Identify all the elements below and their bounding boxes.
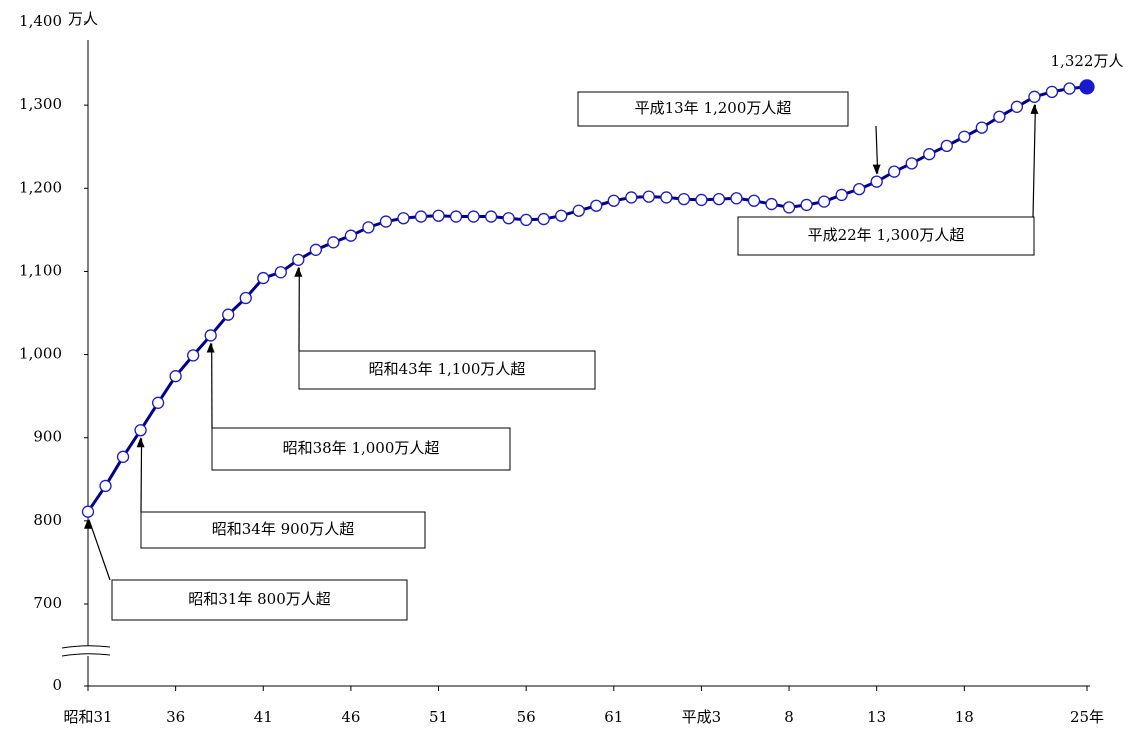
y-tick-label: 1,200 xyxy=(19,178,62,196)
data-point xyxy=(1046,86,1057,97)
x-tick-label: 51 xyxy=(429,708,448,726)
data-point xyxy=(451,211,462,222)
x-tick-label: 46 xyxy=(341,708,360,726)
x-tick-label: 25年 xyxy=(1070,708,1104,726)
y-axis-label: 万人 xyxy=(68,10,98,28)
data-point xyxy=(135,425,146,436)
x-tick-label: 8 xyxy=(784,708,794,726)
annotation-arrow xyxy=(89,520,110,580)
x-tick-label: 36 xyxy=(166,708,185,726)
x-tick-label: 18 xyxy=(955,708,974,726)
data-point xyxy=(608,195,619,206)
annotation-arrowhead xyxy=(294,267,302,277)
data-point xyxy=(275,267,286,278)
data-label: 1,322万人 xyxy=(1051,52,1124,70)
data-point xyxy=(871,176,882,187)
data-point xyxy=(433,210,444,221)
data-point xyxy=(766,199,777,210)
data-point xyxy=(924,149,935,160)
y-tick-label: 0 xyxy=(52,676,62,694)
data-point xyxy=(801,199,812,210)
annotation-arrowhead xyxy=(873,165,881,175)
annotation-arrowhead xyxy=(137,437,145,447)
data-point xyxy=(1011,101,1022,112)
data-point xyxy=(521,214,532,225)
annotation-text: 昭和38年 1,000万人超 xyxy=(283,439,440,457)
data-point xyxy=(678,194,689,205)
data-point xyxy=(258,273,269,284)
y-tick-label: 900 xyxy=(33,428,62,446)
data-point xyxy=(573,205,584,216)
data-point xyxy=(170,371,181,382)
x-tick-label: 昭和31 xyxy=(63,708,112,726)
data-point xyxy=(556,210,567,221)
data-point xyxy=(363,222,374,233)
data-point xyxy=(994,111,1005,122)
data-point xyxy=(380,216,391,227)
y-tick-label: 700 xyxy=(33,594,62,612)
data-point xyxy=(503,213,514,224)
data-point xyxy=(1064,83,1075,94)
data-point xyxy=(976,122,987,133)
data-point xyxy=(153,397,164,408)
data-point xyxy=(468,211,479,222)
data-point xyxy=(941,140,952,151)
annotation-text: 平成13年 1,200万人超 xyxy=(635,99,792,117)
annotation-text: 昭和31年 800万人超 xyxy=(188,590,331,608)
data-point xyxy=(643,191,654,202)
data-point xyxy=(310,244,321,255)
data-point xyxy=(784,202,795,213)
data-point xyxy=(223,309,234,320)
data-point xyxy=(626,192,637,203)
annotation-text: 平成22年 1,300万人超 xyxy=(808,226,965,244)
data-point xyxy=(345,230,356,241)
data-point xyxy=(591,200,602,211)
data-point xyxy=(188,350,199,361)
data-point xyxy=(696,194,707,205)
annotation-arrowhead xyxy=(207,342,215,352)
x-tick-label: 平成3 xyxy=(682,708,722,726)
annotation-text: 昭和43年 1,100万人超 xyxy=(369,360,526,378)
data-point xyxy=(328,237,339,248)
x-tick-label: 61 xyxy=(604,708,623,726)
annotation-arrowhead xyxy=(1030,104,1038,114)
data-point xyxy=(416,211,427,222)
data-point xyxy=(854,184,865,195)
data-point xyxy=(293,254,304,265)
data-point xyxy=(538,214,549,225)
data-point xyxy=(836,189,847,200)
data-point xyxy=(713,194,724,205)
y-tick-label: 800 xyxy=(33,511,62,529)
data-point xyxy=(731,193,742,204)
data-point xyxy=(819,196,830,207)
y-tick-label: 1,100 xyxy=(19,261,62,279)
data-point xyxy=(749,195,760,206)
data-point xyxy=(661,192,672,203)
data-point xyxy=(906,158,917,169)
x-tick-label: 13 xyxy=(867,708,886,726)
data-point xyxy=(1029,91,1040,102)
y-tick-label: 1,300 xyxy=(19,95,62,113)
data-point xyxy=(118,451,129,462)
y-tick-label: 1,400 xyxy=(19,12,62,30)
annotation-text: 昭和34年 900万人超 xyxy=(212,520,355,538)
data-point xyxy=(83,506,94,517)
data-point xyxy=(486,211,497,222)
data-point xyxy=(889,166,900,177)
data-point xyxy=(959,131,970,142)
x-tick-label: 56 xyxy=(517,708,536,726)
data-point xyxy=(205,330,216,341)
data-point xyxy=(100,480,111,491)
annotation-arrow xyxy=(1033,105,1035,217)
x-tick-label: 41 xyxy=(254,708,273,726)
annotation-arrow xyxy=(141,438,142,512)
data-point xyxy=(1080,80,1094,94)
data-point xyxy=(240,293,251,304)
data-point xyxy=(398,213,409,224)
y-tick-label: 1,000 xyxy=(19,345,62,363)
